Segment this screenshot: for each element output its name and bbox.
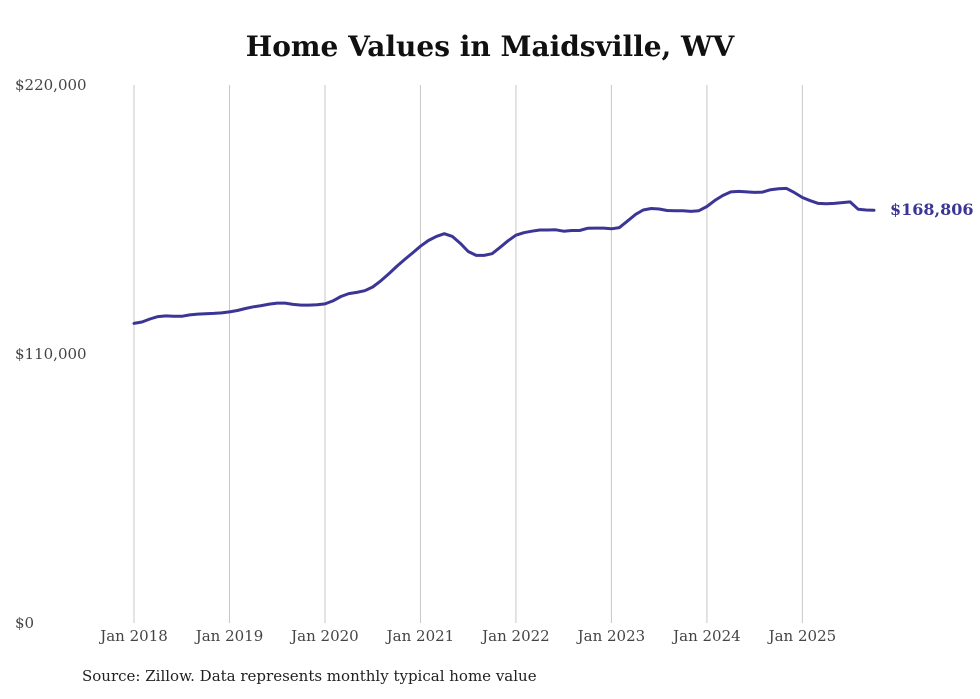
chart-title: Home Values in Maidsville, WV (245, 30, 735, 63)
x-tick-label: Jan 2018 (98, 627, 168, 645)
x-tick-label: Jan 2023 (576, 627, 646, 645)
x-tick-label: Jan 2020 (289, 627, 359, 645)
x-tick-label: Jan 2019 (194, 627, 264, 645)
end-value-label: $168,806 (890, 200, 974, 219)
x-axis-ticks: Jan 2018 Jan 2019 Jan 2020 Jan 2021 Jan 2022… (98, 627, 836, 645)
y-axis-ticks: $0 $110,000 $220,000 (15, 76, 87, 632)
y-tick-label: $220,000 (15, 76, 87, 94)
y-tick-label: $0 (15, 614, 34, 632)
x-tick-label: Jan 2024 (671, 627, 741, 645)
y-tick-label: $110,000 (15, 345, 87, 363)
x-tick-label: Jan 2021 (385, 627, 455, 645)
gridlines (133, 85, 803, 623)
source-note: Source: Zillow. Data represents monthly … (82, 667, 537, 685)
series-line-home-value (132, 186, 876, 325)
x-tick-label: Jan 2025 (767, 627, 837, 645)
x-tick-label: Jan 2022 (480, 627, 550, 645)
